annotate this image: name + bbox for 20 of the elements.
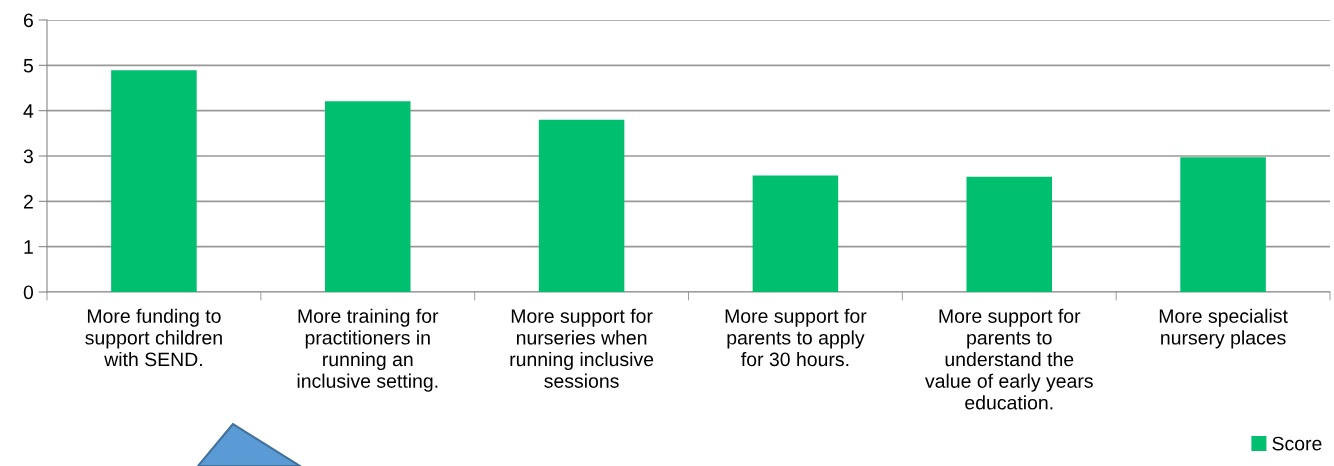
legend-label: Score <box>1272 436 1322 451</box>
x-tick-label: More training for practitioners in running an inclusive setting. <box>297 308 439 392</box>
bar <box>111 70 197 292</box>
y-tick-label: 4 <box>23 104 34 118</box>
y-tick-label: 1 <box>24 240 33 254</box>
y-tick-label: 5 <box>23 59 33 73</box>
x-tick-label: More support for nurseries when running inclusive sessions <box>510 308 654 388</box>
bar <box>538 119 625 292</box>
bar <box>752 175 839 292</box>
y-tick-label: 0 <box>23 285 34 300</box>
x-tick-label: More specialist nursery places <box>1159 308 1288 349</box>
bar <box>324 101 411 292</box>
bar <box>966 176 1053 292</box>
bar <box>1180 157 1266 292</box>
y-tick-label: 3 <box>23 149 33 164</box>
x-tick-label: More funding to support children with SEND. <box>85 308 222 367</box>
x-tick-label: More support for parents to understand the value of early years education. <box>925 308 1093 410</box>
y-tick-label: 6 <box>23 13 33 28</box>
x-tick-label: More support for parents to apply for 30 hours. <box>725 308 867 367</box>
y-tick-label: 2 <box>23 194 33 209</box>
